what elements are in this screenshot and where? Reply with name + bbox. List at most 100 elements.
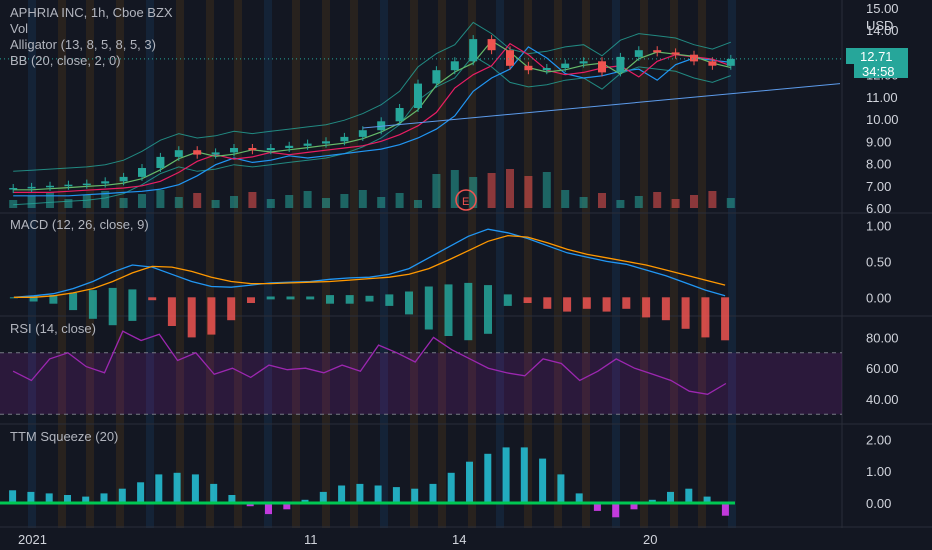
candle-body — [469, 39, 478, 62]
volume-bar — [82, 195, 91, 208]
y-tick-label: 14.00 — [866, 23, 899, 38]
macd-histogram-bar — [187, 297, 196, 338]
squeeze-bar — [484, 453, 492, 503]
session-highlights — [28, 0, 736, 528]
macd-histogram-bar — [681, 297, 690, 329]
candle-body — [690, 54, 698, 62]
squeeze-bar — [173, 472, 181, 503]
volume-bar — [156, 190, 165, 208]
earnings-marker[interactable] — [455, 189, 477, 211]
session-band — [28, 0, 36, 528]
volume-bar — [64, 199, 73, 208]
volume-bar — [598, 193, 606, 208]
squeeze-bar — [27, 491, 35, 503]
squeeze-bar — [191, 474, 199, 503]
candle-body — [119, 176, 128, 182]
macd-pane[interactable] — [9, 228, 730, 341]
y-tick-label: 0.00 — [866, 496, 891, 511]
volume-bar — [414, 200, 422, 208]
candle-body — [561, 63, 570, 68]
session-band — [292, 0, 300, 528]
volume-bar — [340, 194, 349, 208]
volume-bar — [487, 173, 496, 208]
x-label-11: 11 — [304, 532, 318, 547]
candle-body — [230, 148, 238, 153]
session-band — [380, 0, 388, 528]
squeeze-bar — [575, 493, 583, 503]
squeeze-bar — [265, 503, 272, 515]
rsi-label: RSI (14, close) — [10, 321, 96, 336]
session-band — [322, 0, 330, 528]
squeeze-bar — [411, 488, 419, 503]
macd-line — [13, 228, 726, 298]
squeeze-bar — [9, 490, 17, 503]
trend-line — [362, 83, 841, 129]
macd-label: MACD (12, 26, close, 9) — [10, 217, 149, 232]
volume-bar — [285, 195, 294, 208]
squeeze-bar — [429, 483, 437, 503]
squeeze-bar — [648, 499, 656, 503]
squeeze-bar — [118, 488, 126, 503]
squeeze-bar — [667, 491, 674, 503]
session-band — [728, 0, 736, 528]
volume-bar — [561, 190, 570, 208]
earnings-marker-label: E — [462, 196, 469, 208]
macd-histogram-bar — [721, 297, 730, 341]
session-band — [670, 0, 678, 528]
candle-body — [248, 148, 257, 151]
squeeze-bar — [246, 503, 254, 507]
squeeze-bar — [447, 472, 455, 503]
session-band — [234, 0, 242, 528]
price-pane[interactable] — [0, 21, 842, 208]
macd-histogram-bar — [464, 282, 473, 341]
volume-bar — [671, 199, 680, 208]
macd-histogram-bar — [29, 295, 38, 302]
candle-body — [616, 56, 625, 73]
volume-bar — [193, 193, 202, 208]
y-tick-label: 6.00 — [866, 201, 891, 216]
macd-histogram-bar — [622, 297, 631, 309]
volume-bar — [450, 170, 459, 208]
countdown-value: 34:58 — [862, 64, 895, 79]
session-band — [554, 0, 562, 528]
rsi-pane[interactable] — [0, 330, 842, 415]
candle-body — [671, 52, 680, 55]
volume-bar — [211, 200, 220, 208]
volume-bar — [634, 196, 643, 208]
candle-body — [211, 152, 220, 155]
session-band — [438, 0, 446, 528]
macd-histogram-bar — [602, 297, 611, 312]
chart-title: APHRIA INC, 1h, Cboe BZX — [10, 5, 173, 20]
squeeze-bar — [228, 495, 236, 503]
volume-bar — [726, 198, 735, 208]
volume-bar — [119, 198, 128, 208]
squeeze-pane[interactable] — [0, 447, 735, 518]
squeeze-bar — [45, 493, 53, 503]
candle-body — [64, 184, 73, 187]
y-tick-label: 10.00 — [866, 112, 899, 127]
macd-histogram-bar — [207, 297, 216, 335]
macd-histogram-bar — [345, 295, 354, 304]
countdown-badge — [854, 64, 908, 78]
macd-histogram-bar — [108, 287, 117, 326]
candle-body — [358, 130, 367, 137]
squeeze-bar — [283, 503, 291, 510]
volume-bar — [9, 200, 18, 208]
macd-histogram-bar — [266, 296, 275, 300]
y-tick-label: 9.00 — [866, 134, 891, 149]
candle-body — [303, 143, 312, 146]
candle-body — [487, 39, 496, 51]
y-tick-label: 60.00 — [866, 361, 899, 376]
y-tick-label: 0.00 — [866, 290, 891, 305]
volume-bar — [266, 199, 275, 208]
volume-bar — [432, 174, 441, 208]
macd-histogram-bar — [424, 286, 433, 330]
volume-bar — [506, 169, 514, 208]
y-tick-label: 40.00 — [866, 392, 899, 407]
macd-histogram-bar — [167, 297, 176, 326]
squeeze-bar — [374, 485, 382, 503]
rsi-band — [0, 352, 842, 415]
rsi-line — [12, 330, 727, 395]
alligator-teeth-line — [13, 42, 732, 193]
